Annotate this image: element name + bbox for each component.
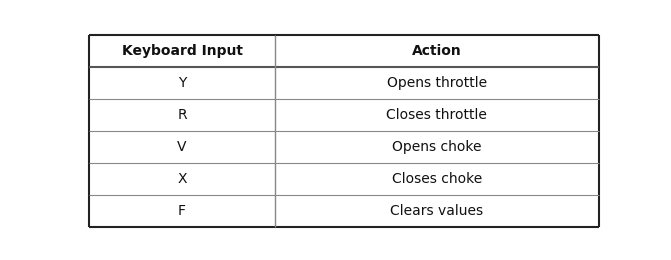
Text: V: V (177, 140, 187, 154)
Text: F: F (178, 204, 186, 218)
Text: Keyboard Input: Keyboard Input (121, 44, 243, 58)
Text: Y: Y (178, 76, 187, 90)
Text: R: R (177, 108, 187, 122)
Text: X: X (177, 172, 187, 186)
Text: Closes choke: Closes choke (392, 172, 482, 186)
Text: Action: Action (412, 44, 462, 58)
Text: Opens throttle: Opens throttle (386, 76, 487, 90)
Text: Clears values: Clears values (391, 204, 484, 218)
Text: Closes throttle: Closes throttle (386, 108, 487, 122)
Text: Opens choke: Opens choke (392, 140, 482, 154)
